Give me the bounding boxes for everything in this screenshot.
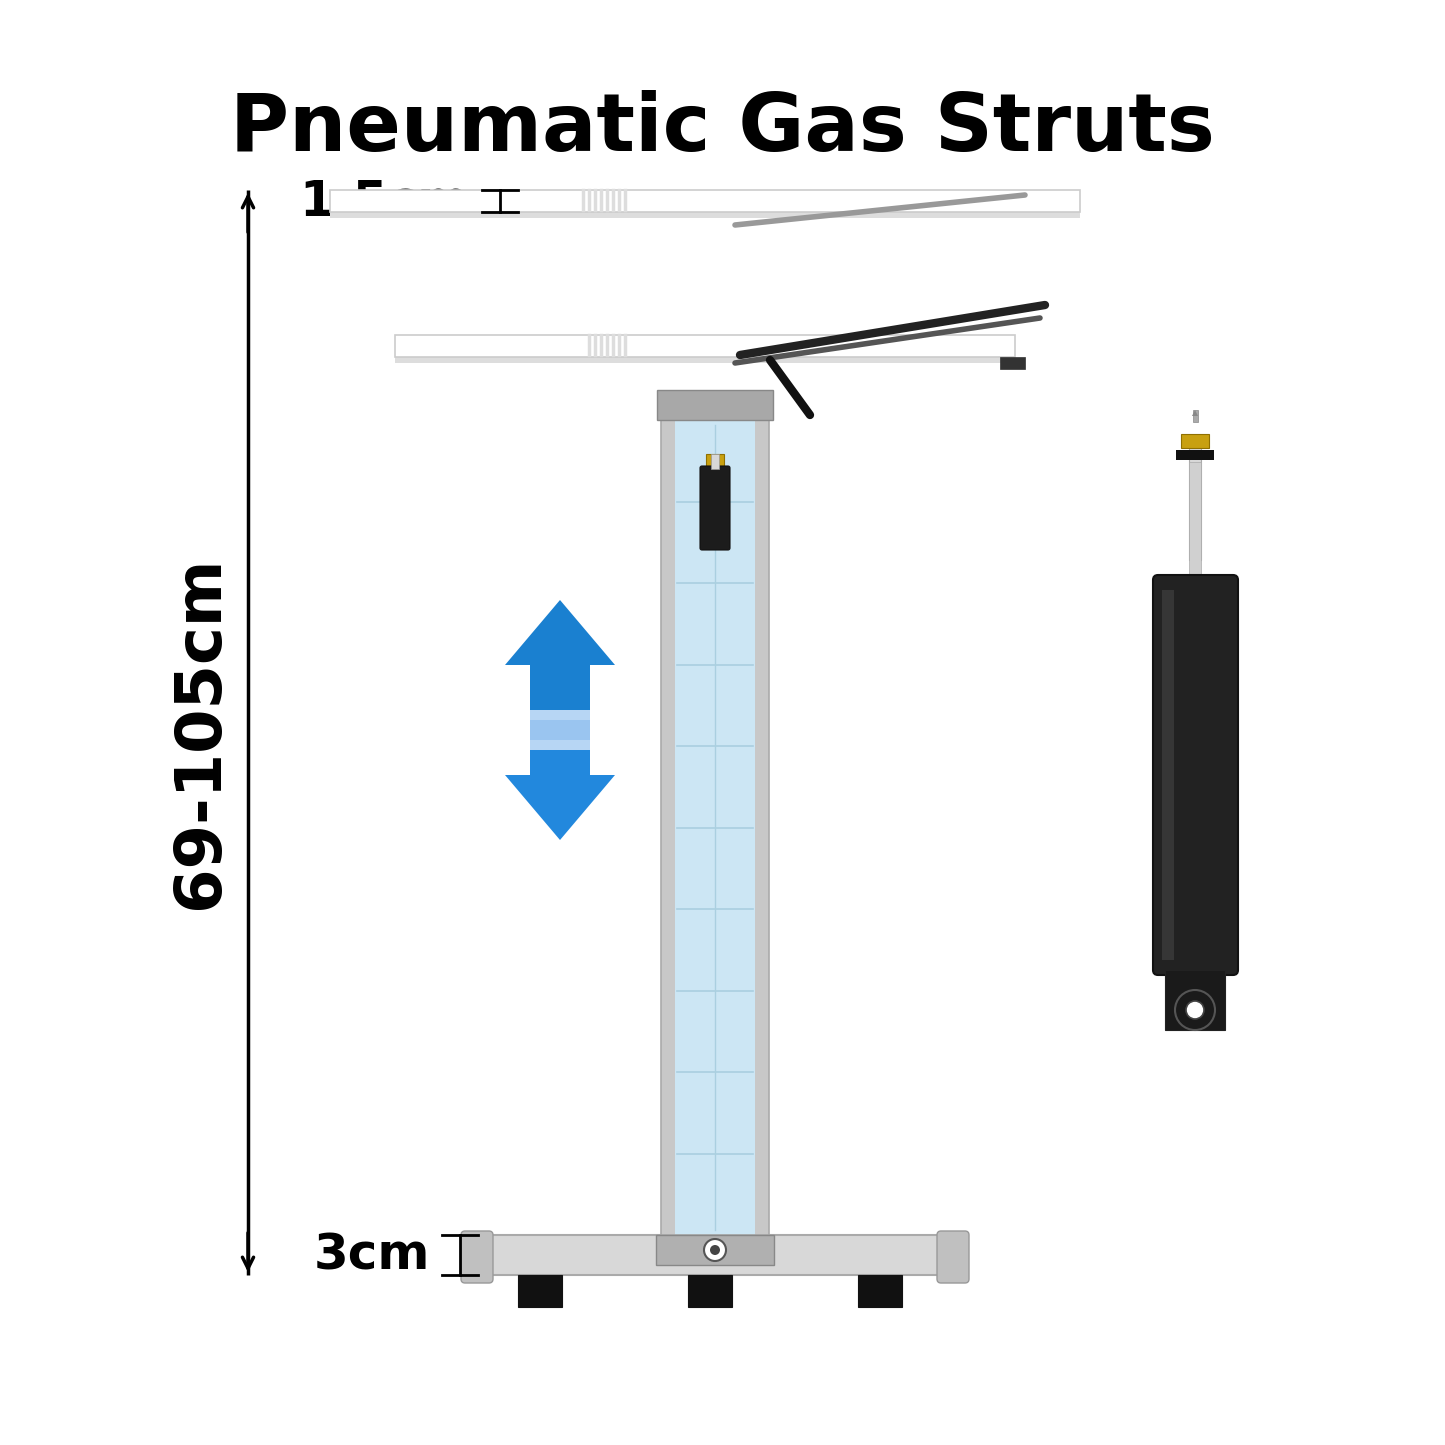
FancyBboxPatch shape	[1153, 575, 1238, 975]
Polygon shape	[504, 600, 616, 709]
Bar	[711, 454, 720, 470]
Bar	[394, 357, 1014, 363]
Bar	[1194, 410, 1198, 422]
Bar	[1189, 439, 1201, 561]
FancyBboxPatch shape	[936, 1231, 970, 1283]
Polygon shape	[504, 750, 616, 840]
Bar	[329, 189, 1079, 212]
Bar	[688, 1274, 733, 1306]
Bar	[657, 390, 773, 420]
Bar	[858, 1274, 902, 1306]
Text: Pneumatic Gas Struts: Pneumatic Gas Struts	[230, 90, 1214, 168]
Bar	[660, 420, 675, 1235]
Circle shape	[1186, 1001, 1204, 1019]
Polygon shape	[1192, 410, 1198, 416]
Bar	[675, 420, 754, 1235]
Bar	[394, 335, 1014, 357]
Text: 1.5cm: 1.5cm	[299, 176, 470, 225]
Bar	[1165, 970, 1225, 1030]
Bar	[465, 1235, 965, 1274]
Bar	[707, 454, 724, 465]
Bar	[754, 420, 769, 1235]
Bar	[656, 1235, 775, 1264]
Bar	[1181, 434, 1209, 448]
Circle shape	[1175, 990, 1215, 1030]
Circle shape	[704, 1238, 725, 1261]
Text: 69-105cm: 69-105cm	[169, 556, 231, 909]
Bar	[1189, 462, 1201, 579]
Bar	[1000, 357, 1025, 368]
FancyBboxPatch shape	[699, 465, 730, 551]
Bar	[1162, 590, 1173, 959]
Bar	[1176, 449, 1214, 460]
Bar	[660, 420, 769, 1235]
Bar	[329, 212, 1079, 218]
Text: 3cm: 3cm	[314, 1231, 431, 1279]
Bar	[530, 720, 590, 750]
FancyBboxPatch shape	[461, 1231, 493, 1283]
Bar	[517, 1274, 562, 1306]
Bar	[530, 709, 590, 740]
Circle shape	[709, 1246, 720, 1256]
